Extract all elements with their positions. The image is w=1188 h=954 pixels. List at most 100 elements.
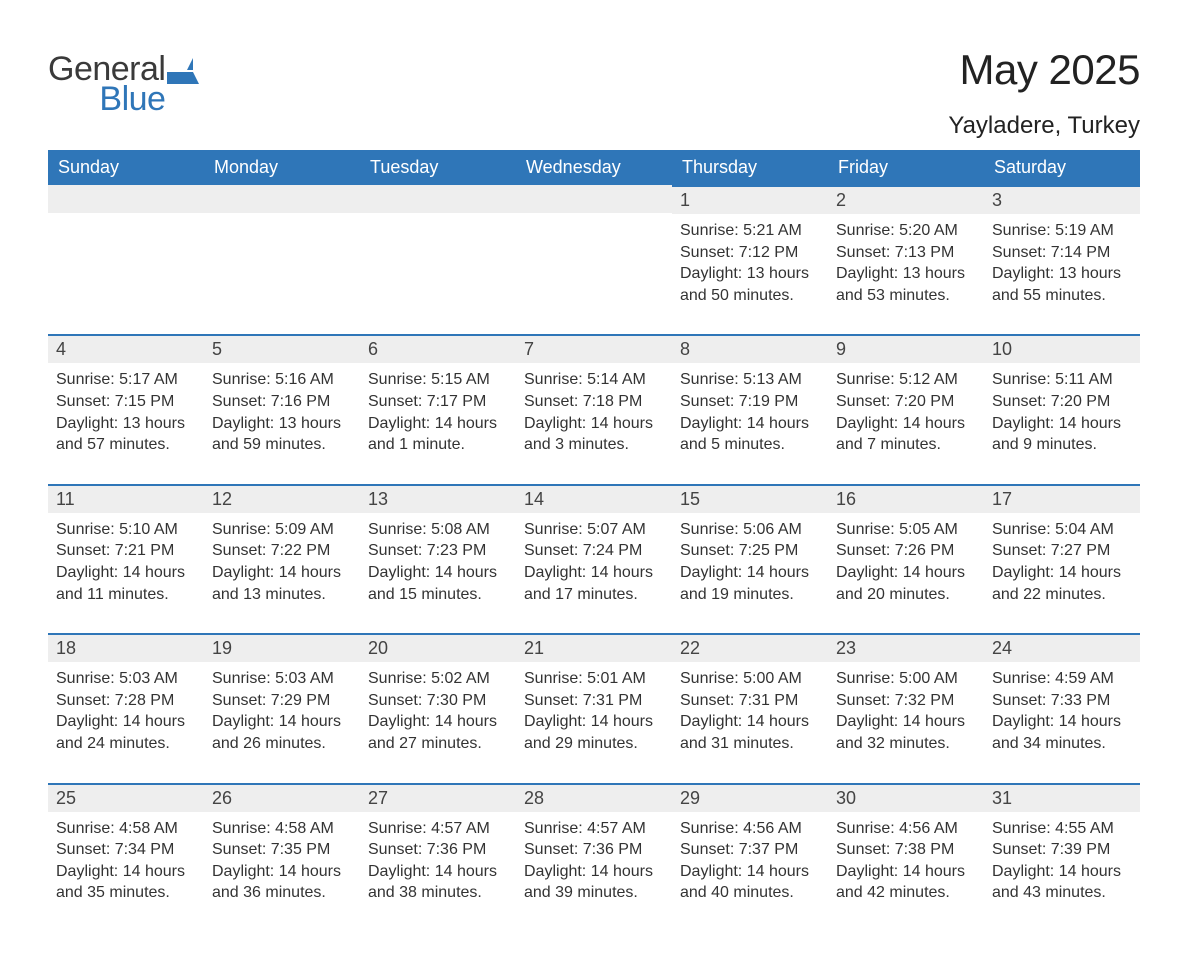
cell-body: Sunrise: 5:21 AMSunset: 7:12 PMDaylight:…: [672, 214, 828, 316]
calendar-cell: 11Sunrise: 5:10 AMSunset: 7:21 PMDayligh…: [48, 484, 204, 615]
daylight-line: Daylight: 14 hours and 27 minutes.: [368, 711, 508, 754]
cell-body: Sunrise: 5:11 AMSunset: 7:20 PMDaylight:…: [984, 363, 1140, 465]
calendar: Sunday Monday Tuesday Wednesday Thursday…: [48, 150, 1140, 914]
sunrise-line: Sunrise: 4:56 AM: [836, 818, 976, 840]
cell-body: Sunrise: 5:10 AMSunset: 7:21 PMDaylight:…: [48, 513, 204, 615]
calendar-cell: 23Sunrise: 5:00 AMSunset: 7:32 PMDayligh…: [828, 633, 984, 764]
calendar-week: 4Sunrise: 5:17 AMSunset: 7:15 PMDaylight…: [48, 334, 1140, 465]
calendar-cell-empty: [48, 185, 204, 316]
cell-body: Sunrise: 4:56 AMSunset: 7:37 PMDaylight:…: [672, 812, 828, 914]
sunset-line: Sunset: 7:23 PM: [368, 540, 508, 562]
calendar-cell: 8Sunrise: 5:13 AMSunset: 7:19 PMDaylight…: [672, 334, 828, 465]
cell-body: Sunrise: 4:57 AMSunset: 7:36 PMDaylight:…: [516, 812, 672, 914]
cell-body: Sunrise: 5:03 AMSunset: 7:28 PMDaylight:…: [48, 662, 204, 764]
day-number: 27: [360, 783, 516, 812]
header: General Blue May 2025 Yayladere, Turkey: [48, 46, 1140, 140]
calendar-body: 1Sunrise: 5:21 AMSunset: 7:12 PMDaylight…: [48, 185, 1140, 914]
sunset-line: Sunset: 7:32 PM: [836, 690, 976, 712]
sunset-line: Sunset: 7:20 PM: [992, 391, 1132, 413]
sunrise-line: Sunrise: 5:14 AM: [524, 369, 664, 391]
daylight-line: Daylight: 14 hours and 34 minutes.: [992, 711, 1132, 754]
day-number: 6: [360, 334, 516, 363]
day-number: [360, 185, 516, 213]
sunrise-line: Sunrise: 5:04 AM: [992, 519, 1132, 541]
day-number: 19: [204, 633, 360, 662]
daylight-line: Daylight: 14 hours and 38 minutes.: [368, 861, 508, 904]
calendar-week: 25Sunrise: 4:58 AMSunset: 7:34 PMDayligh…: [48, 783, 1140, 914]
day-number: 10: [984, 334, 1140, 363]
sunrise-line: Sunrise: 4:55 AM: [992, 818, 1132, 840]
sunrise-line: Sunrise: 5:19 AM: [992, 220, 1132, 242]
daylight-line: Daylight: 14 hours and 43 minutes.: [992, 861, 1132, 904]
sunrise-line: Sunrise: 4:58 AM: [212, 818, 352, 840]
day-number: 9: [828, 334, 984, 363]
daylight-line: Daylight: 14 hours and 36 minutes.: [212, 861, 352, 904]
title-block: May 2025 Yayladere, Turkey: [948, 46, 1140, 140]
daylight-line: Daylight: 14 hours and 32 minutes.: [836, 711, 976, 754]
daylight-line: Daylight: 14 hours and 39 minutes.: [524, 861, 664, 904]
calendar-cell: 17Sunrise: 5:04 AMSunset: 7:27 PMDayligh…: [984, 484, 1140, 615]
calendar-cell: 5Sunrise: 5:16 AMSunset: 7:16 PMDaylight…: [204, 334, 360, 465]
cell-body: Sunrise: 5:05 AMSunset: 7:26 PMDaylight:…: [828, 513, 984, 615]
page-title: May 2025: [948, 46, 1140, 94]
cell-body: Sunrise: 5:07 AMSunset: 7:24 PMDaylight:…: [516, 513, 672, 615]
daylight-line: Daylight: 13 hours and 57 minutes.: [56, 413, 196, 456]
sunset-line: Sunset: 7:14 PM: [992, 242, 1132, 264]
calendar-cell: 10Sunrise: 5:11 AMSunset: 7:20 PMDayligh…: [984, 334, 1140, 465]
day-number: 20: [360, 633, 516, 662]
day-number: 2: [828, 185, 984, 214]
sunset-line: Sunset: 7:30 PM: [368, 690, 508, 712]
cell-body: Sunrise: 4:56 AMSunset: 7:38 PMDaylight:…: [828, 812, 984, 914]
calendar-week: 11Sunrise: 5:10 AMSunset: 7:21 PMDayligh…: [48, 484, 1140, 615]
cell-body: Sunrise: 5:20 AMSunset: 7:13 PMDaylight:…: [828, 214, 984, 316]
daylight-line: Daylight: 14 hours and 13 minutes.: [212, 562, 352, 605]
cell-body: Sunrise: 5:01 AMSunset: 7:31 PMDaylight:…: [516, 662, 672, 764]
sunrise-line: Sunrise: 5:06 AM: [680, 519, 820, 541]
day-number: 18: [48, 633, 204, 662]
calendar-cell: 21Sunrise: 5:01 AMSunset: 7:31 PMDayligh…: [516, 633, 672, 764]
day-number: 14: [516, 484, 672, 513]
sunset-line: Sunset: 7:15 PM: [56, 391, 196, 413]
day-number: 31: [984, 783, 1140, 812]
cell-body: Sunrise: 5:15 AMSunset: 7:17 PMDaylight:…: [360, 363, 516, 465]
calendar-cell: 7Sunrise: 5:14 AMSunset: 7:18 PMDaylight…: [516, 334, 672, 465]
cell-body: Sunrise: 5:08 AMSunset: 7:23 PMDaylight:…: [360, 513, 516, 615]
sunrise-line: Sunrise: 5:11 AM: [992, 369, 1132, 391]
cell-body: Sunrise: 4:55 AMSunset: 7:39 PMDaylight:…: [984, 812, 1140, 914]
day-number: 16: [828, 484, 984, 513]
sunset-line: Sunset: 7:33 PM: [992, 690, 1132, 712]
logo: General Blue: [48, 52, 199, 116]
sunrise-line: Sunrise: 5:20 AM: [836, 220, 976, 242]
day-number: 13: [360, 484, 516, 513]
sunset-line: Sunset: 7:31 PM: [524, 690, 664, 712]
cell-body: Sunrise: 5:16 AMSunset: 7:16 PMDaylight:…: [204, 363, 360, 465]
day-number: [48, 185, 204, 213]
cell-body: Sunrise: 5:13 AMSunset: 7:19 PMDaylight:…: [672, 363, 828, 465]
daylight-line: Daylight: 14 hours and 11 minutes.: [56, 562, 196, 605]
cell-body: Sunrise: 5:12 AMSunset: 7:20 PMDaylight:…: [828, 363, 984, 465]
cell-body: Sunrise: 5:09 AMSunset: 7:22 PMDaylight:…: [204, 513, 360, 615]
flag-icon: [167, 58, 199, 84]
cell-body: Sunrise: 4:57 AMSunset: 7:36 PMDaylight:…: [360, 812, 516, 914]
calendar-cell: 25Sunrise: 4:58 AMSunset: 7:34 PMDayligh…: [48, 783, 204, 914]
calendar-cell: 24Sunrise: 4:59 AMSunset: 7:33 PMDayligh…: [984, 633, 1140, 764]
daylight-line: Daylight: 14 hours and 26 minutes.: [212, 711, 352, 754]
sunrise-line: Sunrise: 5:12 AM: [836, 369, 976, 391]
cell-body: Sunrise: 5:14 AMSunset: 7:18 PMDaylight:…: [516, 363, 672, 465]
calendar-cell: 22Sunrise: 5:00 AMSunset: 7:31 PMDayligh…: [672, 633, 828, 764]
col-header: Tuesday: [360, 150, 516, 185]
calendar-cell: 12Sunrise: 5:09 AMSunset: 7:22 PMDayligh…: [204, 484, 360, 615]
daylight-line: Daylight: 14 hours and 3 minutes.: [524, 413, 664, 456]
day-number: 23: [828, 633, 984, 662]
day-number: 21: [516, 633, 672, 662]
calendar-cell: 1Sunrise: 5:21 AMSunset: 7:12 PMDaylight…: [672, 185, 828, 316]
cell-body: Sunrise: 4:59 AMSunset: 7:33 PMDaylight:…: [984, 662, 1140, 764]
calendar-header-row: Sunday Monday Tuesday Wednesday Thursday…: [48, 150, 1140, 185]
calendar-cell: 4Sunrise: 5:17 AMSunset: 7:15 PMDaylight…: [48, 334, 204, 465]
cell-body: Sunrise: 5:00 AMSunset: 7:32 PMDaylight:…: [828, 662, 984, 764]
sunset-line: Sunset: 7:36 PM: [368, 839, 508, 861]
day-number: 12: [204, 484, 360, 513]
page-subtitle: Yayladere, Turkey: [948, 112, 1140, 140]
day-number: 30: [828, 783, 984, 812]
col-header: Sunday: [48, 150, 204, 185]
